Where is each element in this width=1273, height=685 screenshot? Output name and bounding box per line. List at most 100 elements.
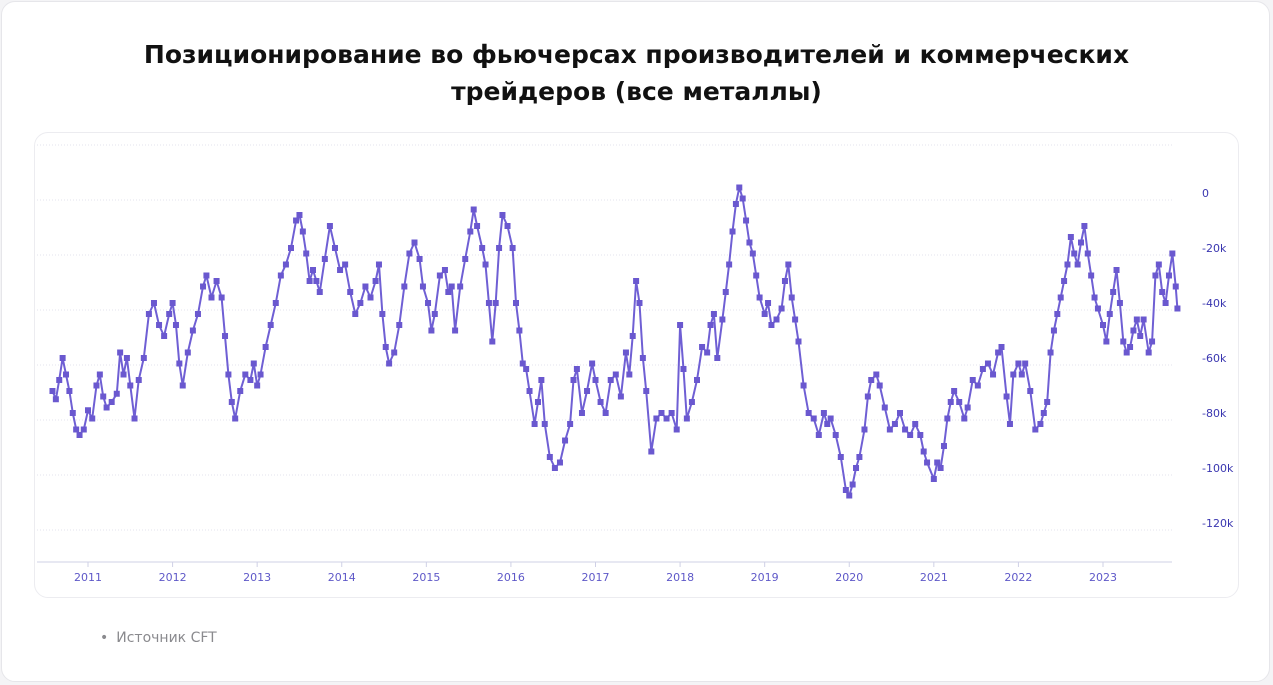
data-point[interactable]: [357, 300, 364, 306]
data-point[interactable]: [827, 415, 834, 422]
data-point[interactable]: [485, 300, 492, 306]
data-point[interactable]: [707, 322, 714, 328]
data-point[interactable]: [800, 382, 807, 389]
data-point[interactable]: [262, 344, 269, 350]
data-point[interactable]: [445, 289, 452, 295]
data-point[interactable]: [886, 426, 893, 433]
data-point[interactable]: [1074, 261, 1081, 268]
data-point[interactable]: [337, 267, 344, 273]
data-point[interactable]: [1050, 327, 1057, 334]
data-point[interactable]: [864, 393, 871, 400]
data-point[interactable]: [93, 382, 100, 389]
data-point[interactable]: [523, 366, 530, 372]
data-point[interactable]: [578, 410, 585, 416]
data-point[interactable]: [1088, 272, 1095, 279]
data-point[interactable]: [228, 399, 235, 405]
data-point[interactable]: [1159, 289, 1166, 295]
data-point[interactable]: [849, 481, 856, 488]
data-point[interactable]: [448, 283, 455, 290]
data-point[interactable]: [917, 432, 924, 438]
data-point[interactable]: [169, 300, 176, 306]
data-point[interactable]: [1120, 338, 1127, 345]
data-point[interactable]: [714, 355, 721, 361]
data-point[interactable]: [213, 278, 220, 284]
data-point[interactable]: [736, 184, 743, 191]
data-point[interactable]: [1162, 300, 1169, 306]
data-point[interactable]: [964, 404, 971, 411]
data-point[interactable]: [189, 327, 196, 334]
data-point[interactable]: [1047, 349, 1054, 356]
data-point[interactable]: [441, 267, 448, 273]
data-point[interactable]: [788, 294, 795, 301]
data-point[interactable]: [1071, 250, 1078, 257]
data-point[interactable]: [746, 239, 753, 246]
data-point[interactable]: [1064, 261, 1071, 268]
data-point[interactable]: [80, 426, 87, 433]
data-point[interactable]: [567, 421, 574, 427]
data-point[interactable]: [296, 212, 303, 218]
data-point[interactable]: [633, 278, 640, 284]
data-point[interactable]: [902, 426, 909, 433]
data-point[interactable]: [66, 388, 73, 394]
data-point[interactable]: [617, 393, 624, 400]
data-point[interactable]: [907, 432, 914, 438]
data-point[interactable]: [1149, 338, 1156, 345]
data-point[interactable]: [1061, 278, 1068, 284]
data-point[interactable]: [824, 421, 831, 427]
data-point[interactable]: [172, 322, 179, 328]
data-point[interactable]: [643, 388, 650, 394]
data-point[interactable]: [1100, 322, 1106, 328]
data-point[interactable]: [846, 492, 853, 499]
data-point[interactable]: [203, 272, 210, 279]
data-point[interactable]: [56, 377, 63, 383]
data-point[interactable]: [103, 404, 110, 411]
data-point[interactable]: [225, 371, 232, 378]
data-point[interactable]: [108, 399, 115, 405]
data-point[interactable]: [331, 245, 338, 251]
data-point[interactable]: [873, 371, 880, 378]
data-point[interactable]: [73, 426, 80, 433]
data-point[interactable]: [76, 432, 83, 438]
data-point[interactable]: [467, 228, 474, 235]
data-point[interactable]: [749, 250, 756, 257]
data-point[interactable]: [352, 311, 359, 317]
data-point[interactable]: [1127, 344, 1134, 350]
data-point[interactable]: [743, 217, 750, 224]
data-point[interactable]: [969, 377, 976, 383]
data-point[interactable]: [648, 448, 655, 455]
data-point[interactable]: [626, 371, 633, 378]
data-point[interactable]: [944, 415, 951, 422]
data-point[interactable]: [1172, 283, 1179, 290]
data-point[interactable]: [499, 212, 506, 218]
data-point[interactable]: [1174, 305, 1181, 312]
data-point[interactable]: [1155, 261, 1162, 268]
data-point[interactable]: [856, 454, 863, 460]
data-point[interactable]: [282, 261, 289, 268]
data-point[interactable]: [876, 382, 883, 389]
data-point[interactable]: [49, 388, 56, 394]
data-point[interactable]: [924, 459, 931, 466]
data-point[interactable]: [161, 333, 168, 339]
data-point[interactable]: [179, 382, 186, 389]
data-point[interactable]: [810, 415, 817, 422]
data-point[interactable]: [306, 278, 313, 284]
data-point[interactable]: [1106, 311, 1113, 317]
data-point[interactable]: [496, 245, 503, 251]
data-point[interactable]: [990, 371, 997, 378]
data-point[interactable]: [526, 388, 533, 394]
data-point[interactable]: [1081, 223, 1088, 229]
data-point[interactable]: [974, 382, 981, 389]
data-point[interactable]: [979, 366, 986, 372]
data-point[interactable]: [995, 349, 1002, 356]
data-point[interactable]: [232, 415, 239, 422]
data-point[interactable]: [431, 311, 438, 317]
data-point[interactable]: [773, 316, 780, 323]
data-point[interactable]: [250, 360, 257, 367]
data-point[interactable]: [120, 371, 127, 378]
data-point[interactable]: [316, 289, 323, 295]
data-point[interactable]: [842, 487, 849, 493]
data-point[interactable]: [436, 272, 443, 279]
data-point[interactable]: [367, 294, 374, 301]
data-point[interactable]: [710, 311, 717, 317]
data-point[interactable]: [1006, 421, 1013, 427]
